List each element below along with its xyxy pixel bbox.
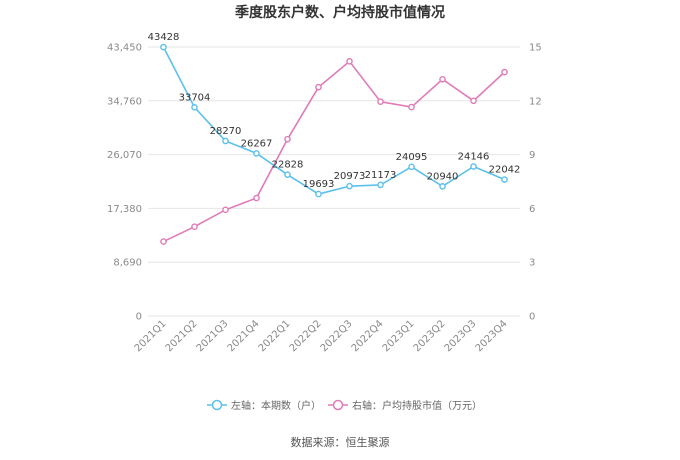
legend-right-label: 右轴：户均持股市值（万元） [352,399,482,412]
holding-value-point[interactable] [284,135,291,143]
right-tick-label: 15 [529,43,542,54]
left-tick-label: 43,450 [107,43,142,54]
data-label: 26267 [241,138,273,149]
holder-count-point[interactable] [222,137,229,145]
data-label: 33704 [179,92,211,103]
data-source: 数据来源：恒生聚源 [291,435,390,449]
data-label: 20940 [427,171,459,182]
data-label: 24146 [458,152,490,163]
data-label: 20973 [334,171,366,182]
holder-count-point[interactable] [408,163,415,171]
holding-value-line [163,60,506,243]
data-label: 21173 [365,170,397,181]
x-tick-label: 2023Q1 [381,318,417,354]
x-tick-label: 2021Q1 [133,318,169,354]
holder-count-point[interactable] [315,190,322,198]
legend-left-marker [211,399,223,411]
holder-count-point[interactable] [284,171,291,178]
legend-left-label: 左轴：本期数（户） [231,399,321,412]
x-tick-label: 2022Q3 [319,318,355,354]
holder-count-point[interactable] [191,104,198,111]
holding-value-point[interactable] [408,103,415,111]
x-tick-label: 2023Q3 [443,318,479,354]
series-left-holder-count [160,43,508,198]
series-right-holding-value [160,58,508,245]
legend-item-left[interactable]: 左轴：本期数（户） [207,399,321,412]
holding-value-point[interactable] [439,75,446,83]
holding-value-point[interactable] [377,98,384,105]
legend: 左轴：本期数（户） 右轴：户均持股市值（万元） [207,399,482,412]
right-axis-ticks: 0 3 6 9 12 15 [529,43,542,323]
x-tick-label: 2023Q2 [412,318,448,354]
left-tick-label: 34,760 [107,96,142,107]
holding-value-point[interactable] [470,97,477,105]
holding-value-point[interactable] [315,83,322,91]
legend-right-marker [332,399,344,411]
holder-count-point[interactable] [346,182,353,190]
data-label: 22828 [272,160,304,171]
holder-count-point[interactable] [439,183,446,190]
holder-count-point[interactable] [501,176,508,183]
holder-count-line [162,46,505,195]
x-tick-label: 2022Q4 [350,318,386,354]
holding-value-point[interactable] [222,206,229,214]
x-tick-label: 2021Q4 [226,318,262,354]
legend-item-right[interactable]: 右轴：户均持股市值（万元） [328,399,482,412]
left-tick-label: 0 [136,312,142,323]
right-tick-label: 12 [529,96,542,107]
holder-count-point[interactable] [253,150,260,157]
x-tick-label: 2022Q1 [257,318,293,354]
x-axis-ticks: 2021Q12021Q22021Q32021Q42022Q12022Q22022… [133,318,510,354]
data-label: 28270 [210,126,242,137]
right-tick-label: 0 [529,312,535,323]
grid-lines [148,46,520,317]
data-label: 22042 [489,165,521,176]
data-label: 43428 [148,32,180,43]
left-tick-label: 17,380 [107,204,142,215]
holding-value-point[interactable] [191,223,198,230]
left-axis-ticks: 0 8,690 17,380 26,070 34,760 43,450 [107,43,142,323]
left-tick-label: 8,690 [113,258,142,269]
right-tick-label: 6 [529,204,535,215]
holding-value-point[interactable] [346,58,353,65]
data-label: 19693 [303,179,335,190]
x-tick-label: 2021Q3 [195,318,231,354]
x-tick-label: 2021Q2 [164,318,200,354]
x-tick-label: 2023Q4 [474,318,510,354]
holder-count-point[interactable] [470,163,477,170]
holding-value-point[interactable] [160,238,167,245]
right-tick-label: 9 [529,150,535,161]
chart-title: 季度股东户数、户均持股市值情况 [234,4,445,21]
x-tick-label: 2022Q2 [288,318,324,354]
data-label: 24095 [396,152,428,163]
holding-value-point[interactable] [501,68,508,76]
holder-count-point[interactable] [160,43,167,51]
left-tick-label: 26,070 [107,150,142,161]
right-tick-label: 3 [529,258,535,269]
holder-count-point[interactable] [377,181,384,189]
holding-value-point[interactable] [253,194,260,202]
